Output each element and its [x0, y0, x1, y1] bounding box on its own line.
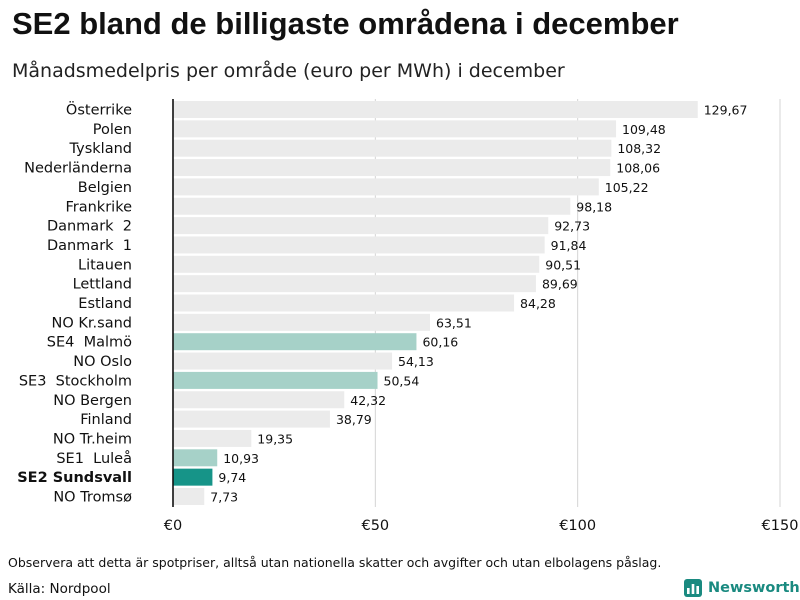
- category-label: SE3 Stockholm: [19, 373, 132, 389]
- category-label: Polen: [93, 122, 132, 138]
- bar-value-label: 9,74: [218, 470, 246, 485]
- bar-value-label: 98,18: [576, 199, 612, 214]
- chart-title: SE2 bland de billigaste områdena i decem…: [12, 6, 679, 41]
- bar-value-label: 105,22: [605, 180, 649, 195]
- bar: [173, 333, 417, 351]
- bar-value-label: 108,06: [616, 161, 660, 176]
- brand-name: Newsworthy: [708, 580, 800, 596]
- x-tick-label: €100: [559, 518, 596, 534]
- bar: [173, 410, 330, 428]
- bar-value-label: 42,32: [350, 393, 386, 408]
- bar: [173, 139, 612, 157]
- footnote: Observera att detta är spotpriser, allts…: [8, 555, 662, 570]
- category-label: NO Tr.heim: [53, 431, 132, 447]
- category-label: Belgien: [78, 180, 132, 196]
- bar: [173, 449, 218, 467]
- bar-value-label: 109,48: [622, 122, 666, 137]
- bar: [173, 488, 205, 505]
- bar-value-label: 84,28: [520, 296, 556, 311]
- category-label: SE2 Sundsvall: [17, 470, 132, 486]
- bar: [173, 294, 515, 312]
- bar: [173, 178, 599, 196]
- brand-logo: Newsworthy: [683, 578, 800, 598]
- category-label: Litauen: [78, 257, 132, 273]
- category-label: Danmark 2: [47, 219, 132, 235]
- bar: [173, 120, 617, 138]
- bar-value-label: 108,32: [617, 141, 661, 156]
- bar-value-label: 129,67: [704, 103, 748, 118]
- bar-value-label: 54,13: [398, 354, 434, 369]
- category-label: Tyskland: [69, 141, 132, 157]
- category-label: NO Bergen: [53, 393, 132, 409]
- category-label: Frankrike: [65, 199, 132, 215]
- category-label: Nederländerna: [24, 161, 132, 177]
- bar-value-label: 90,51: [545, 257, 581, 272]
- bar-chart-logo-icon: [684, 579, 702, 597]
- bar: [173, 101, 698, 118]
- category-label: NO Kr.sand: [52, 315, 132, 331]
- bar-value-label: 19,35: [257, 431, 293, 446]
- category-label: NO Tromsø: [53, 490, 132, 506]
- bar-value-label: 10,93: [223, 451, 259, 466]
- bar: [173, 275, 536, 293]
- bar-value-label: 89,69: [542, 277, 578, 292]
- source-credit: Källa: Nordpool: [8, 581, 111, 597]
- category-label: Lettland: [73, 277, 132, 293]
- bar-value-label: 38,79: [336, 412, 372, 427]
- x-tick-label: €0: [164, 518, 182, 534]
- category-label: Danmark 1: [47, 238, 132, 254]
- bar-value-label: 92,73: [554, 219, 590, 234]
- chart-subtitle: Månadsmedelpris per område (euro per MWh…: [12, 60, 565, 82]
- bar: [173, 371, 378, 389]
- bar: [173, 159, 611, 177]
- category-label: SE1 Luleå: [56, 450, 132, 467]
- bar: [173, 313, 431, 331]
- bar: [173, 236, 545, 254]
- bar-value-label: 50,54: [384, 373, 420, 388]
- bar: [173, 429, 252, 447]
- x-tick-label: €150: [762, 518, 799, 534]
- category-label: Finland: [80, 412, 132, 428]
- bar: [173, 217, 549, 235]
- category-label: Österrike: [66, 101, 132, 119]
- bar: [173, 391, 345, 409]
- bar: [173, 468, 213, 486]
- x-tick-label: €50: [361, 518, 389, 534]
- category-label: NO Oslo: [73, 354, 132, 370]
- bar: [173, 255, 540, 273]
- bar-value-label: 91,84: [551, 238, 587, 253]
- bar: [173, 197, 571, 215]
- category-label: Estland: [78, 296, 132, 312]
- bar-value-label: 7,73: [210, 490, 238, 505]
- bar-value-label: 60,16: [422, 335, 458, 350]
- bar: [173, 352, 393, 370]
- category-label: SE4 Malmö: [47, 335, 132, 351]
- bar-value-label: 63,51: [436, 315, 472, 330]
